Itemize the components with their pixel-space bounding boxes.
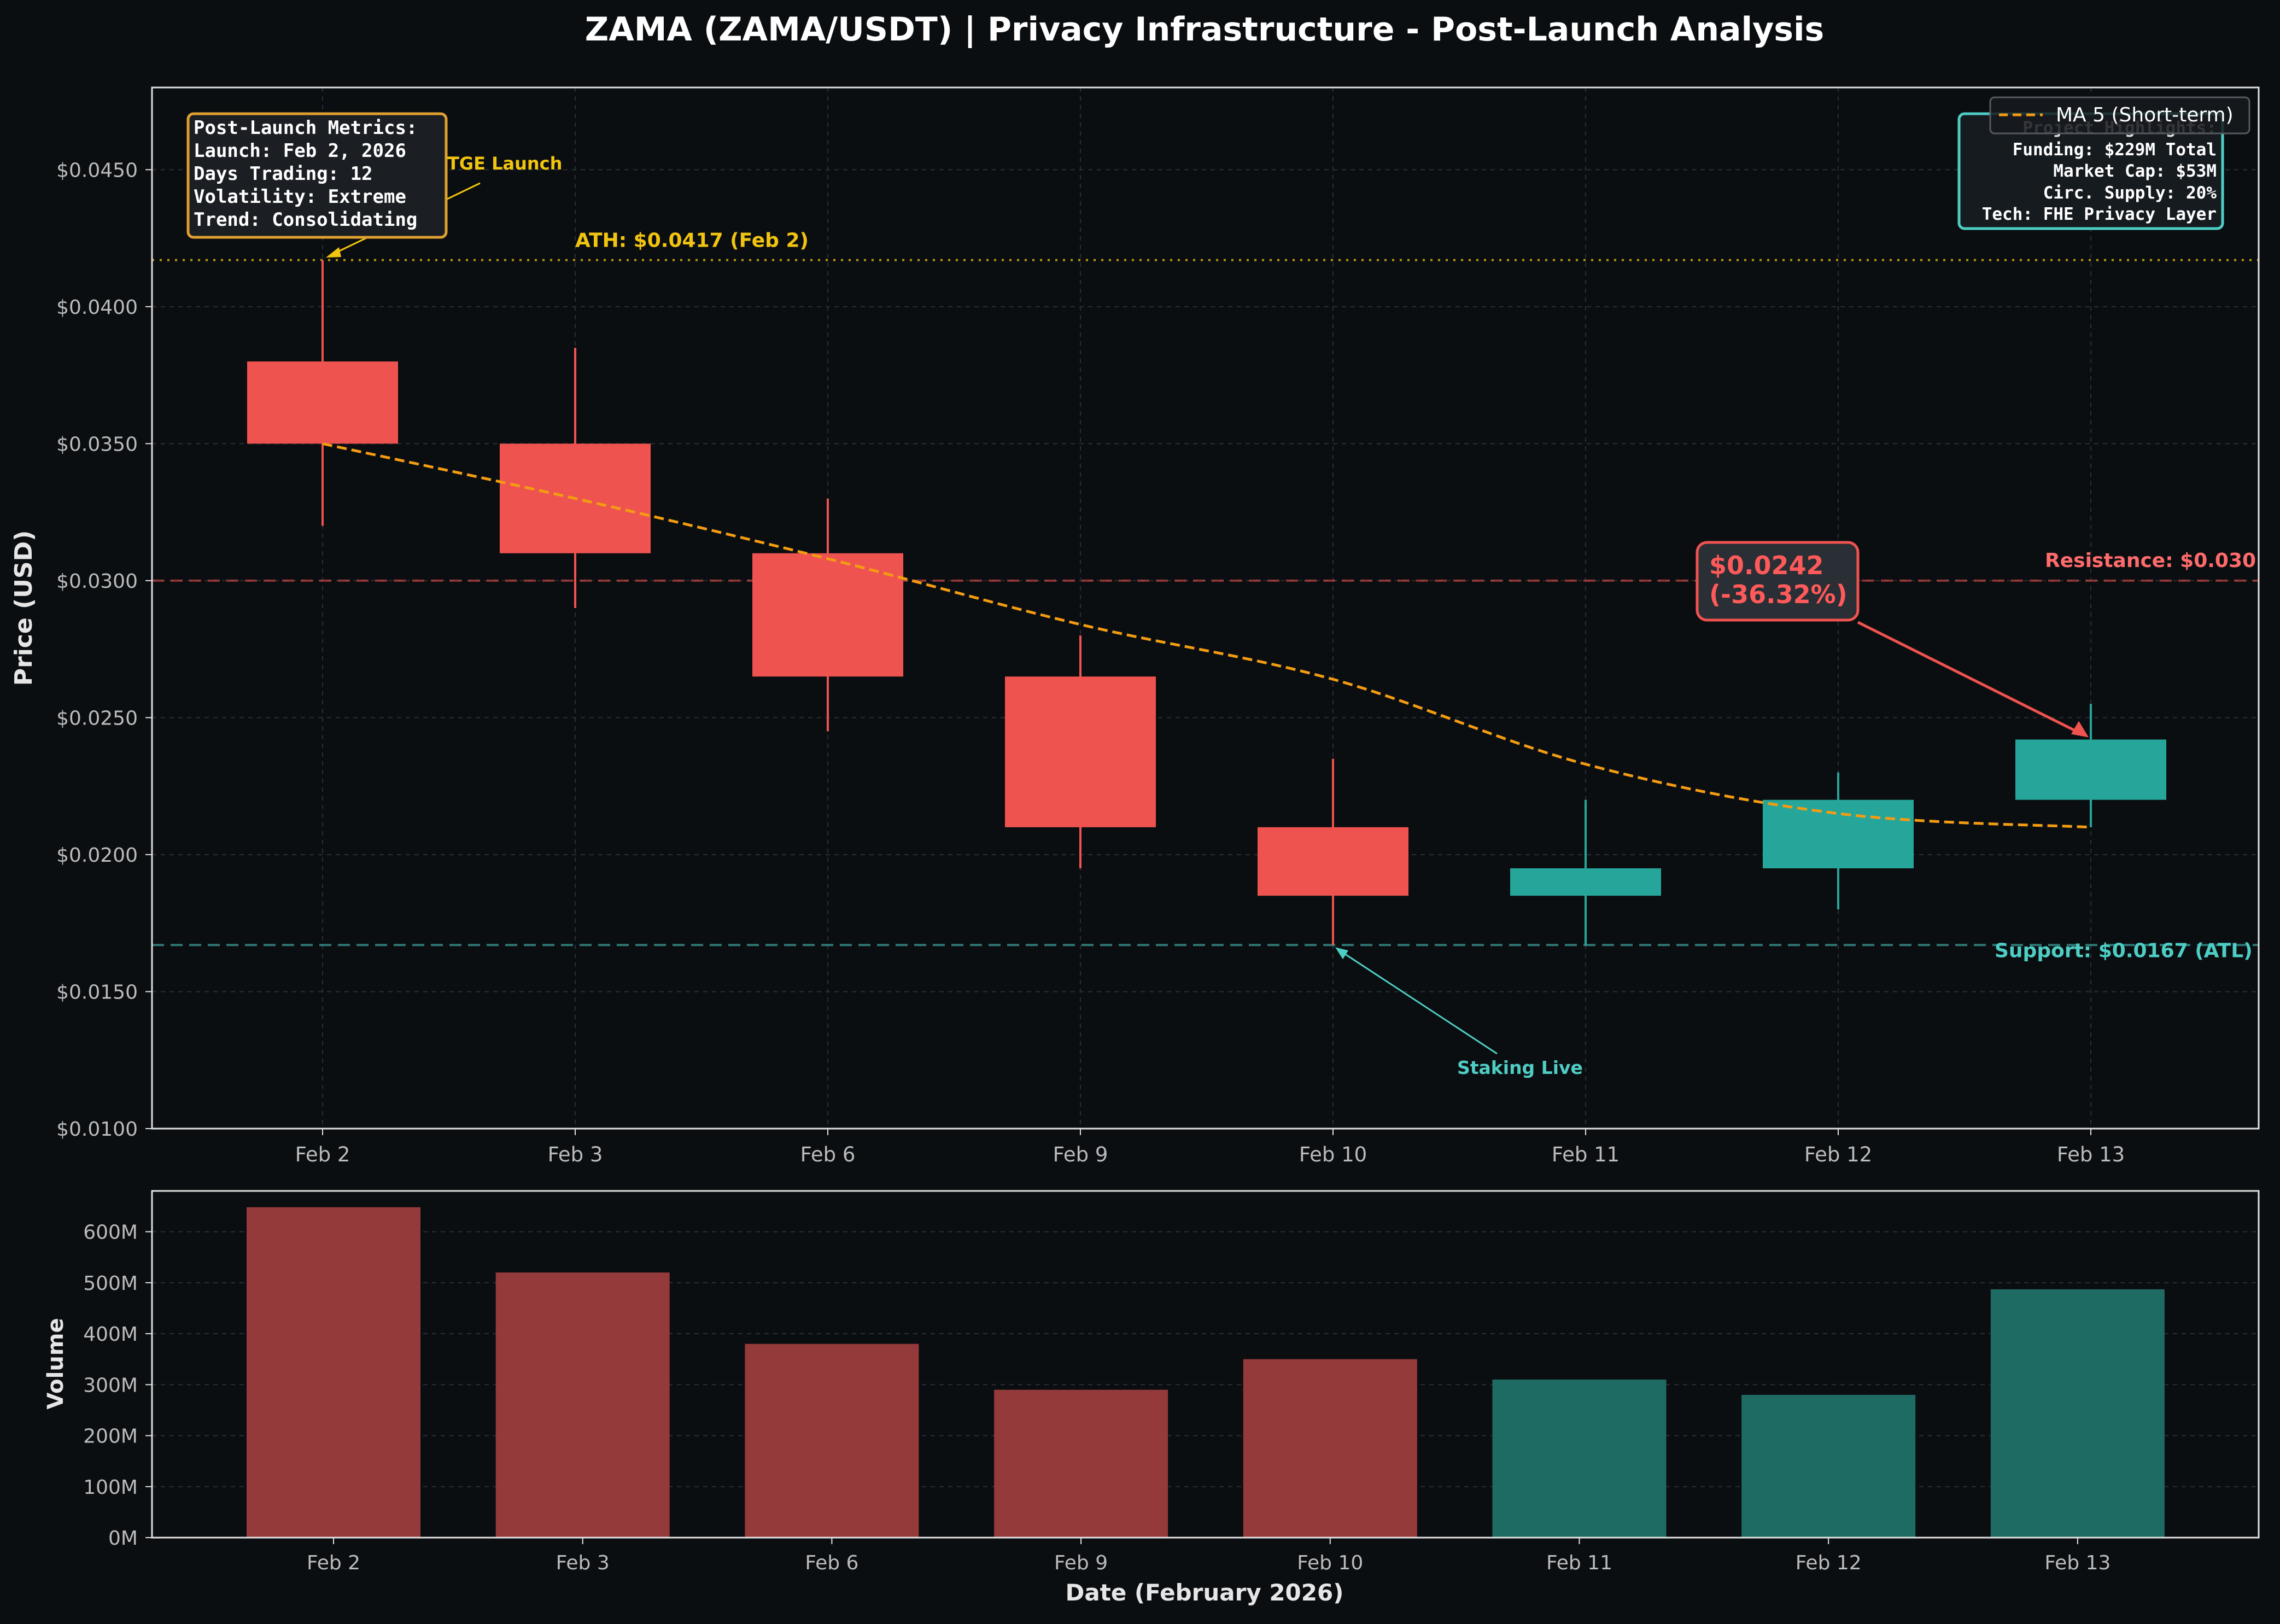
volume-x-tick-label: Feb 9 bbox=[1054, 1552, 1108, 1574]
volume-x-axis-label: Date (February 2026) bbox=[1066, 1579, 1344, 1606]
price-x-tick-label: Feb 9 bbox=[1053, 1143, 1108, 1166]
volume-y-tick-label: 600M bbox=[83, 1222, 138, 1244]
staking-arrow-line bbox=[1339, 950, 1498, 1055]
current-price-arrow-head bbox=[2071, 721, 2089, 738]
volume-x-tick-label: Feb 2 bbox=[307, 1552, 360, 1574]
support-label: Support: $0.0167 (ATL) bbox=[1995, 939, 2253, 962]
staking-arrow-head bbox=[1335, 947, 1348, 960]
price-panel: $0.0100 $0.0150 $0.0200 $0.0250 $0.0300 $0.03… bbox=[10, 86, 2260, 1166]
volume-y-axis-label: Volume bbox=[43, 1318, 68, 1409]
candle-body bbox=[1258, 827, 1408, 896]
volume-y-tick-label: 0M bbox=[108, 1527, 138, 1550]
candle-body bbox=[1510, 868, 1661, 896]
price-y-axis-label: Price (USD) bbox=[10, 530, 38, 686]
tge-arrow-head bbox=[326, 247, 341, 258]
annotations: TGE Launch Staking Live $0.0242(-36.32%) bbox=[326, 153, 2089, 1078]
price-y-ticks: $0.0100 $0.0150 $0.0200 $0.0250 $0.0300 $0.03… bbox=[56, 159, 152, 1141]
price-x-tick-label: Feb 2 bbox=[295, 1143, 350, 1166]
volume-x-tick-label: Feb 12 bbox=[1796, 1552, 1862, 1574]
metrics-line: Post-Launch Metrics: bbox=[194, 117, 417, 139]
volume-y-tick-label: 300M bbox=[83, 1374, 138, 1397]
price-x-ticks: Feb 2 Feb 3 Feb 6 Feb 9 Feb 10 Feb 11 Feb 12 Fe… bbox=[295, 1129, 2125, 1166]
current-price-box bbox=[1696, 541, 1860, 622]
volume-y-tick-label: 400M bbox=[83, 1323, 138, 1346]
resistance-label: Resistance: $0.030 bbox=[2045, 550, 2256, 572]
candle-body bbox=[2015, 739, 2166, 800]
staking-label: Staking Live bbox=[1457, 1057, 1583, 1078]
volume-bar bbox=[1492, 1379, 1667, 1538]
volume-bar bbox=[1741, 1394, 1916, 1538]
metrics-line: Trend: Consolidating bbox=[194, 209, 417, 231]
metrics-box: Post-Launch Metrics: Launch: Feb 2, 2026… bbox=[186, 112, 448, 239]
moving-average bbox=[322, 442, 2091, 829]
current-price-change: (-36.32%) bbox=[1709, 580, 1848, 609]
volume-bar bbox=[495, 1272, 670, 1538]
volume-bar bbox=[994, 1389, 1168, 1538]
price-y-tick-label: $0.0100 bbox=[56, 1118, 138, 1141]
highlights-line: Market Cap: $53M bbox=[2053, 161, 2217, 181]
volume-y-tick-label: 200M bbox=[83, 1426, 138, 1448]
volume-y-ticks: 0M 100M 200M 300M 400M 500M 600M bbox=[83, 1222, 152, 1550]
tge-label: TGE Launch bbox=[447, 153, 562, 174]
legend-ma-label: MA 5 (Short-term) bbox=[2056, 104, 2234, 126]
highlights-line: Funding: $229M Total bbox=[2013, 140, 2217, 160]
ath-label: ATH: $0.0417 (Feb 2) bbox=[575, 230, 809, 252]
volume-plot-border bbox=[151, 1190, 2260, 1539]
price-y-tick-label: $0.0250 bbox=[56, 707, 138, 729]
volume-y-tick-label: 500M bbox=[83, 1272, 138, 1295]
volume-bar bbox=[1243, 1359, 1417, 1538]
price-plot-border bbox=[151, 86, 2260, 1130]
metrics-box-frame bbox=[186, 112, 448, 239]
highlights-box: Project Highlights: Funding: $229M Total… bbox=[1957, 112, 2224, 230]
price-x-tick-label: Feb 3 bbox=[548, 1143, 603, 1166]
metrics-line: Days Trading: 12 bbox=[194, 163, 373, 185]
legend-frame bbox=[1989, 96, 2250, 135]
price-x-tick-label: Feb 6 bbox=[800, 1143, 856, 1166]
volume-x-ticks: Feb 2 Feb 3 Feb 6 Feb 9 Feb 10 Feb 11 Feb 12 Fe… bbox=[307, 1538, 2111, 1574]
volume-bar bbox=[247, 1207, 420, 1538]
volume-x-tick-label: Feb 13 bbox=[2044, 1552, 2111, 1574]
current-price-arrow-line bbox=[1857, 621, 2085, 737]
ma-line bbox=[322, 442, 2091, 829]
highlights-line: Tech: FHE Privacy Layer bbox=[1982, 205, 2217, 224]
volume-y-tick-label: 100M bbox=[83, 1476, 138, 1499]
volume-plot-area bbox=[152, 1191, 2259, 1538]
candle-body bbox=[1763, 799, 1914, 868]
candles bbox=[247, 260, 2166, 945]
metrics-line: Launch: Feb 2, 2026 bbox=[194, 140, 406, 162]
highlights-line: Circ. Supply: 20% bbox=[2043, 183, 2217, 203]
legend: MA 5 (Short-term) bbox=[1989, 96, 2250, 135]
reference-lines: ATH: $0.0417 (Feb 2) Resistance: $0.030 Su… bbox=[152, 230, 2259, 962]
candle-body bbox=[247, 361, 398, 444]
current-price-value: $0.0242 bbox=[1709, 551, 1824, 580]
price-y-tick-label: $0.0450 bbox=[56, 159, 138, 182]
volume-x-tick-label: Feb 3 bbox=[556, 1552, 610, 1574]
volume-x-tick-label: Feb 6 bbox=[805, 1552, 858, 1574]
volume-x-tick-label: Feb 11 bbox=[1546, 1552, 1612, 1574]
metrics-line: Volatility: Extreme bbox=[194, 186, 406, 208]
price-x-tick-label: Feb 10 bbox=[1299, 1143, 1367, 1166]
volume-bars bbox=[247, 1207, 2165, 1538]
price-x-tick-label: Feb 12 bbox=[1804, 1143, 1872, 1166]
price-plot-area bbox=[152, 87, 2259, 1129]
volume-bar bbox=[1990, 1289, 2165, 1538]
volume-bar bbox=[745, 1343, 919, 1538]
chart-title: ZAMA (ZAMA/USDT) | Privacy Infrastructur… bbox=[585, 10, 1824, 49]
price-y-tick-label: $0.0350 bbox=[56, 433, 138, 455]
price-x-tick-label: Feb 11 bbox=[1552, 1143, 1620, 1166]
price-x-tick-label: Feb 13 bbox=[2057, 1143, 2125, 1166]
price-y-tick-label: $0.0400 bbox=[56, 296, 138, 319]
price-y-tick-label: $0.0150 bbox=[56, 981, 138, 1003]
price-y-tick-label: $0.0200 bbox=[56, 844, 138, 867]
price-y-tick-label: $0.0300 bbox=[56, 570, 138, 593]
volume-x-tick-label: Feb 10 bbox=[1297, 1552, 1363, 1574]
candle-body bbox=[752, 553, 903, 677]
candle-body bbox=[1005, 676, 1156, 827]
